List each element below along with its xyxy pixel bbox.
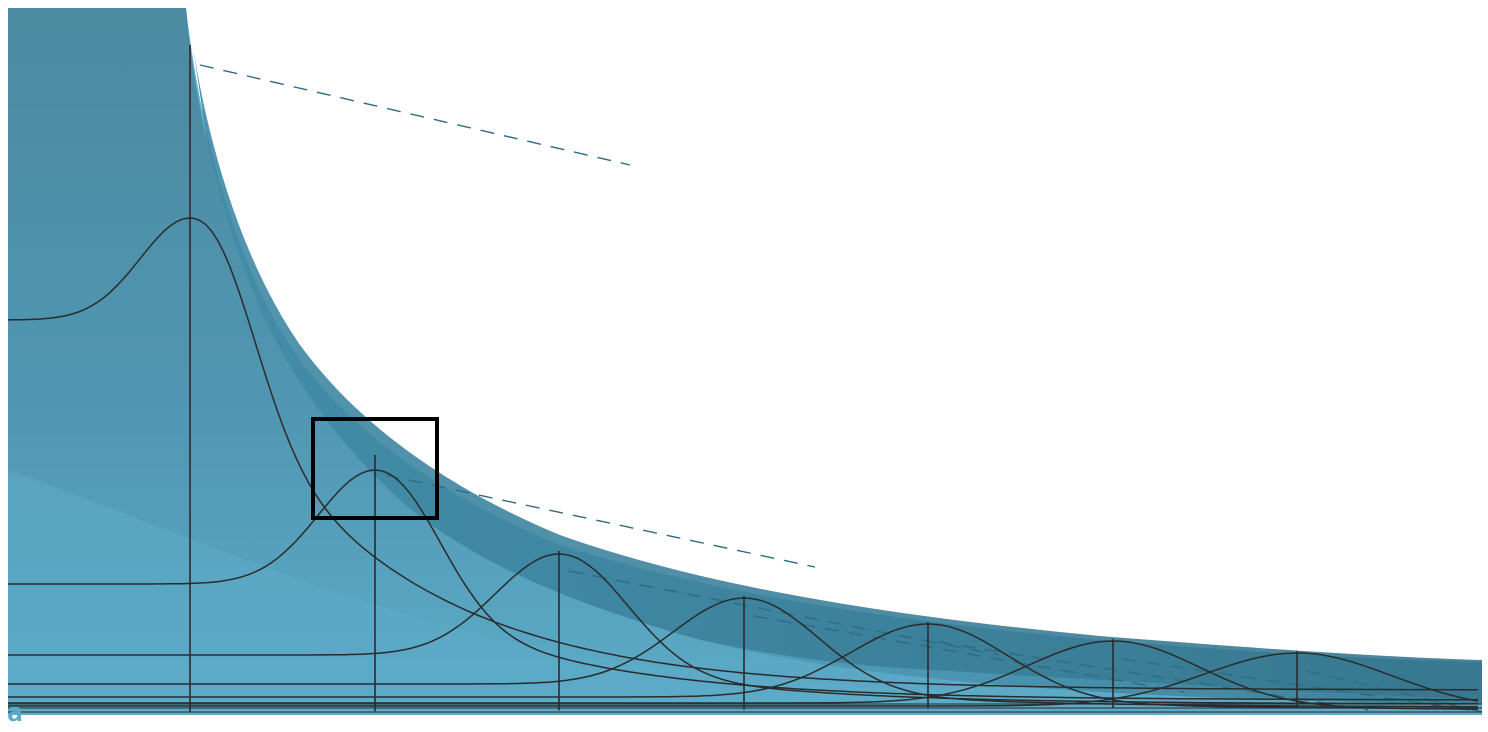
surface-shaded-band	[192, 40, 1482, 700]
panel-label: a	[7, 698, 23, 728]
dashed-guide-line	[1122, 658, 1483, 713]
bump-curve	[8, 652, 1479, 707]
dashed-guide-line	[199, 64, 631, 166]
bump-curve	[8, 640, 1479, 710]
bump-curve	[8, 553, 1478, 705]
bump-curve	[8, 597, 1478, 708]
surface-front-face	[8, 8, 1482, 715]
bump-curve	[7, 217, 1478, 691]
dashed-guide-line	[384, 474, 816, 568]
bump-curves	[7, 217, 1479, 710]
highlight-box	[311, 417, 439, 520]
bump-curve	[8, 623, 1478, 710]
dashed-guide-line	[1306, 670, 1483, 713]
